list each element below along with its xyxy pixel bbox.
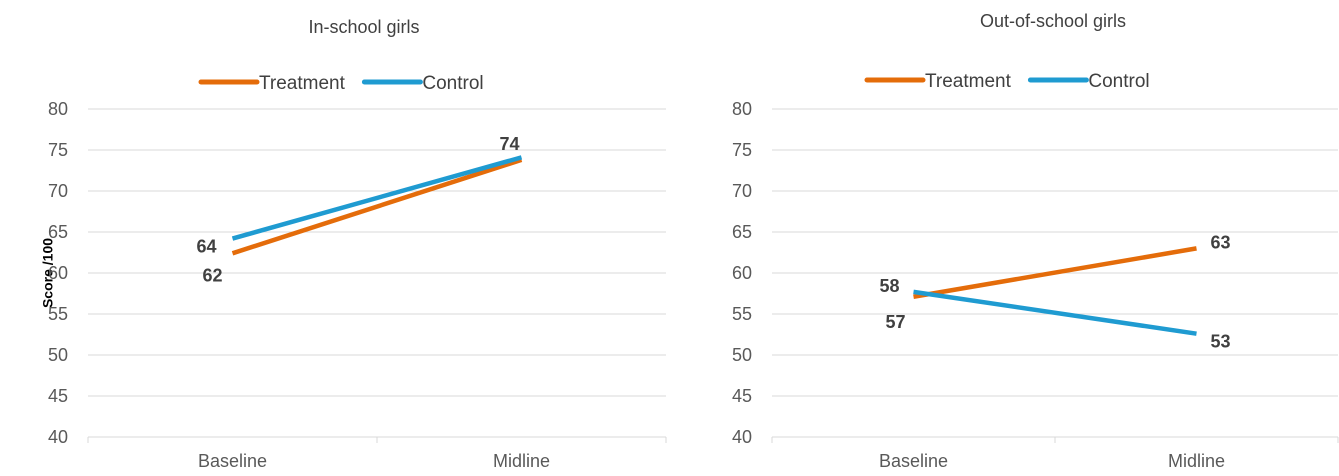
y-tick-label: 40 — [48, 427, 68, 447]
y-tick-label: 80 — [732, 99, 752, 119]
y-tick-label: 50 — [48, 345, 68, 365]
x-tick-label: Midline — [493, 451, 550, 471]
y-tick-label: 60 — [732, 263, 752, 283]
chart-title: Out-of-school girls — [980, 11, 1126, 31]
y-tick-label: 65 — [48, 222, 68, 242]
data-label: 57 — [885, 312, 905, 332]
data-label: 58 — [879, 276, 899, 296]
series-line-treatment — [913, 246, 1197, 299]
y-tick-label: 45 — [732, 386, 752, 406]
data-label: 74 — [499, 134, 519, 154]
data-label: 63 — [1210, 232, 1230, 252]
legend-label: Treatment — [925, 71, 1012, 92]
y-tick-label: 70 — [732, 181, 752, 201]
y-tick-label: 60 — [48, 263, 68, 283]
y-tick-label: 65 — [732, 222, 752, 242]
y-tick-label: 55 — [48, 304, 68, 324]
data-label: 62 — [202, 265, 222, 285]
y-tick-label: 45 — [48, 386, 68, 406]
data-label: 53 — [1210, 332, 1230, 352]
x-tick-label: Baseline — [879, 451, 948, 471]
chart-panel-2: Out-of-school girls 40 45 50 55 60 65 70 75 80 Bas… — [732, 11, 1339, 471]
y-tick-label: 80 — [48, 99, 68, 119]
legend-label: Control — [422, 73, 483, 94]
data-label: 64 — [196, 237, 216, 257]
y-axis-label: Score /100 — [40, 238, 56, 308]
y-tick-label: 70 — [48, 181, 68, 201]
y-tick-label: 40 — [732, 427, 752, 447]
y-tick-label: 55 — [732, 304, 752, 324]
y-tick-label: 50 — [732, 345, 752, 365]
legend-label: Treatment — [259, 73, 346, 94]
x-tick-label: Baseline — [198, 451, 267, 471]
series-line-treatment — [231, 157, 523, 256]
y-tick-label: 75 — [48, 140, 68, 160]
series-line-control — [913, 289, 1197, 336]
chart-panel-1: In-school girls Score /100 40 45 50 55 60 65 70 7… — [40, 17, 667, 471]
chart-title: In-school girls — [308, 17, 419, 37]
legend-label: Control — [1088, 71, 1149, 92]
x-tick-label: Midline — [1168, 451, 1225, 471]
series-line-control — [231, 155, 523, 241]
y-tick-label: 75 — [732, 140, 752, 160]
